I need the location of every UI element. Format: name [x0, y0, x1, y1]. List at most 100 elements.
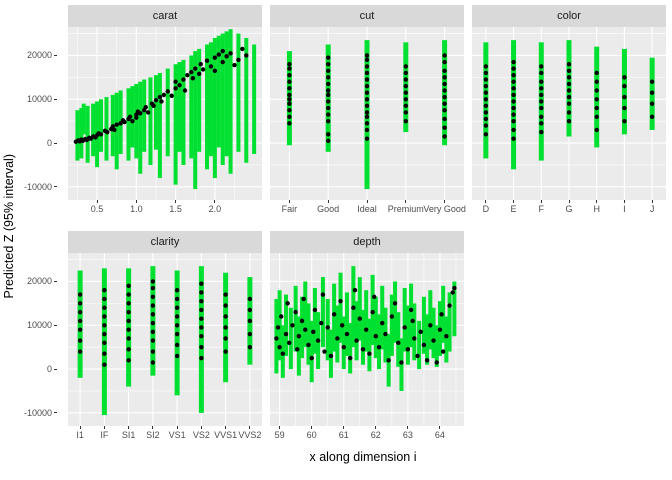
x-tick-label: 60 [306, 430, 317, 440]
x-tick-label: Fair [281, 204, 298, 214]
y-axis-ticks: -10000 0 10000 20000 [18, 5, 60, 220]
y-tick-mark [54, 368, 57, 370]
facet-cut: cut Fair Good Ideal Premium Very Good [270, 5, 466, 220]
facet-depth: depth 59 60 61 62 63 64 [270, 231, 464, 446]
y-tick-label: -10000 [23, 181, 52, 192]
x-tick-mark [407, 426, 409, 429]
x-tick-label: F [538, 204, 545, 214]
x-tick-mark [200, 426, 202, 429]
y-axis-title-text: Predicted Z (95% interval) [2, 153, 16, 299]
x-tick-label: VS2 [192, 430, 210, 440]
y-tick-label: 10000 [26, 94, 52, 105]
chart-area: -10000 0 10000 20000 carat 0.5 1.0 1.5 2.0 cut Fai… [18, 5, 666, 457]
data-points [274, 285, 457, 365]
y-tick-label: 20000 [26, 50, 52, 61]
x-tick-label: 0.5 [90, 204, 104, 214]
y-tick-mark [54, 324, 57, 326]
x-tick-mark [288, 200, 290, 203]
x-tick-label: Very Good [423, 204, 466, 214]
x-tick-label: 1.0 [130, 204, 143, 214]
data-points [483, 59, 655, 141]
x-tick-mark [103, 426, 105, 429]
x-tick-label: E [510, 204, 517, 214]
x-tick-mark [405, 200, 407, 203]
x-tick-label: G [565, 204, 573, 214]
facet-strip: cut [270, 5, 464, 27]
facet-strip: carat [68, 5, 262, 27]
facet-panel-carat [68, 27, 262, 200]
panel-background [68, 253, 262, 426]
facet-title: cut [359, 10, 375, 22]
facet-strip: depth [270, 231, 464, 253]
x-tick-mark [176, 426, 178, 429]
x-tick-label: J [649, 204, 655, 214]
facet-clarity: clarity I1 IF SI1 SI2 VS1 VS2 VVS1 VVS2 [68, 231, 262, 446]
x-tick-mark [540, 200, 542, 203]
minor-gridlines [68, 259, 262, 392]
facet-carat: carat 0.5 1.0 1.5 2.0 [68, 5, 262, 220]
x-axis-ticks: D E F G H I J [472, 200, 666, 220]
facet-title: depth [353, 236, 381, 248]
x-tick-mark [513, 200, 515, 203]
x-tick-mark [279, 426, 281, 429]
y-tick-mark [54, 98, 57, 100]
x-tick-label: Ideal [357, 204, 377, 214]
x-axis-ticks: 0.5 1.0 1.5 2.0 [68, 200, 262, 220]
y-tick-label: 0 [46, 138, 52, 149]
x-tick-mark [225, 426, 227, 429]
x-tick-label: IF [100, 430, 109, 440]
x-tick-label: 2.0 [208, 204, 222, 214]
facet-title: carat [152, 10, 178, 22]
x-tick-mark [568, 200, 570, 203]
x-tick-mark [444, 200, 446, 203]
data-points [77, 279, 253, 367]
data-points [287, 53, 447, 144]
y-tick-label: 10000 [26, 320, 52, 331]
facet-title: color [557, 10, 581, 22]
x-tick-mark [623, 200, 625, 203]
x-tick-label: D [482, 204, 490, 214]
x-tick-mark [175, 200, 177, 203]
y-tick-label: 20000 [26, 276, 52, 287]
x-tick-label: 61 [338, 430, 349, 440]
x-tick-label: VS1 [168, 430, 186, 440]
facet-panel-clarity [68, 253, 262, 426]
x-tick-mark [651, 200, 653, 203]
x-tick-mark [327, 200, 329, 203]
x-tick-mark [343, 426, 345, 429]
facet-row: -10000 0 10000 20000 clarity I1 IF SI1 SI2 VS1 VS2… [18, 231, 666, 446]
y-tick-mark [54, 142, 57, 144]
x-tick-mark [96, 200, 98, 203]
x-tick-label: SI2 [146, 430, 160, 440]
facet-title: clarity [150, 236, 180, 248]
x-axis-title: x along dimension i [309, 450, 417, 464]
y-tick-mark [54, 280, 57, 282]
x-tick-mark [485, 200, 487, 203]
x-axis-ticks: I1 IF SI1 SI2 VS1 VS2 VVS1 VVS2 [68, 426, 262, 446]
data-points [73, 46, 249, 144]
facet-panel-depth [270, 253, 464, 426]
y-axis-ticks: -10000 0 10000 20000 [18, 231, 60, 446]
y-tick-label: -10000 [23, 407, 52, 418]
x-tick-label: 62 [370, 430, 381, 440]
x-tick-label: 59 [274, 430, 285, 440]
x-tick-label: Good [317, 204, 340, 214]
x-tick-label: 63 [402, 430, 413, 440]
x-tick-mark [128, 426, 130, 429]
facet-strip: color [472, 5, 666, 27]
x-tick-label: 64 [434, 430, 445, 440]
facet-strip: clarity [68, 231, 262, 253]
facet-color: color D E F G H I J [472, 5, 666, 220]
x-tick-mark [596, 200, 598, 203]
x-tick-label: VVS2 [238, 430, 262, 440]
x-tick-mark [375, 426, 377, 429]
x-tick-mark [214, 200, 216, 203]
x-tick-mark [152, 426, 154, 429]
x-tick-label: VVS1 [214, 430, 238, 440]
x-tick-label: SI1 [121, 430, 136, 440]
x-axis-ticks: Fair Good Ideal Premium Very Good [270, 200, 466, 220]
x-tick-label: H [593, 204, 600, 214]
y-axis-title: Predicted Z (95% interval) [0, 0, 18, 452]
x-tick-mark [135, 200, 137, 203]
